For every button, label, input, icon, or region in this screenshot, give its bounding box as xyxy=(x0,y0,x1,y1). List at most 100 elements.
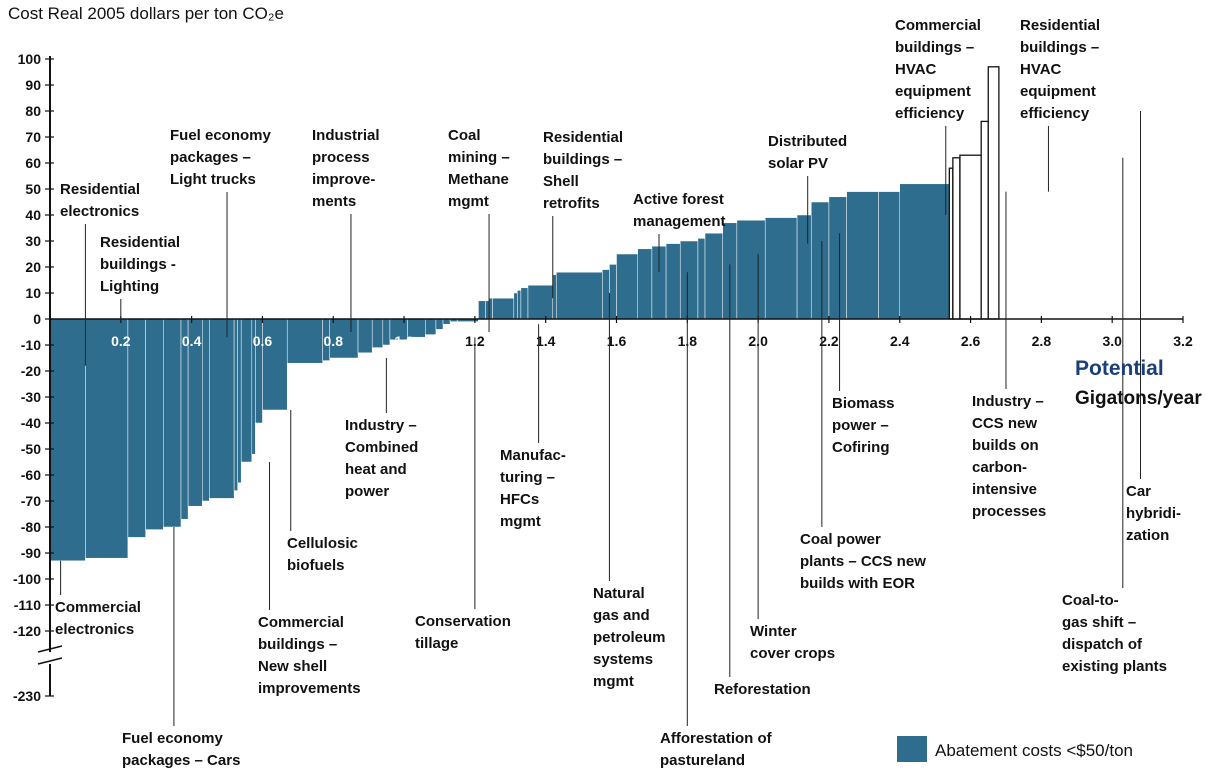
annotation-10: Residential buildings – HVAC equipment effic… xyxy=(1020,17,1100,122)
annotation-7: Active forest management xyxy=(633,191,726,230)
y-tick-label: -230 xyxy=(13,688,41,704)
annotation-14: Commercial buildings – New shell improvemen… xyxy=(258,614,361,697)
bar-4 xyxy=(145,318,164,530)
y-tick-label: 20 xyxy=(25,259,41,275)
annotation-5: Coal mining – Methane mgmt xyxy=(448,127,510,210)
y-tick-label: 80 xyxy=(25,103,41,119)
annotation-18: Natural gas and petroleum systems mgmt xyxy=(593,585,666,690)
annotation-21: Winter cover crops xyxy=(750,623,835,662)
y-tick-label: 90 xyxy=(25,77,41,93)
bar-60 xyxy=(980,120,989,320)
annotation-22: Coal power plants – CCS new builds with EO… xyxy=(800,531,926,592)
bar-46 xyxy=(697,238,706,320)
bar-9 xyxy=(209,318,235,499)
annotation-9: Commercial buildings – HVAC equipment effici… xyxy=(895,17,981,122)
bar-42 xyxy=(637,248,653,320)
y-tick-label: -120 xyxy=(13,623,41,639)
y-tick-label: 0 xyxy=(33,311,41,327)
bar-34 xyxy=(517,290,522,320)
annotation-24: Industry – CCS new builds on carbon-intensi… xyxy=(972,393,1046,520)
y-tick-label: -80 xyxy=(21,519,41,535)
bar-24 xyxy=(425,318,437,335)
bar-3 xyxy=(127,318,146,538)
bar-49 xyxy=(736,219,766,320)
bar-38 xyxy=(556,271,603,320)
annotation-12: Fuel economy packages – Cars xyxy=(122,730,240,769)
annotation-8: Distributed solar PV xyxy=(768,133,847,172)
bar-5 xyxy=(163,318,182,528)
bar-6 xyxy=(180,318,189,520)
x-tick-label: 1.6 xyxy=(607,333,627,349)
x-tick-label: 2.4 xyxy=(890,333,910,349)
bar-12 xyxy=(240,318,253,463)
x-tick-label: 2.2 xyxy=(819,333,839,349)
bar-50 xyxy=(764,217,798,320)
x-tick-label: 1.4 xyxy=(536,333,556,349)
bar-15 xyxy=(262,318,288,411)
y-tick-label: -70 xyxy=(21,493,41,509)
annotation-20: Reforestation xyxy=(714,681,811,698)
bar-31 xyxy=(488,297,493,320)
x-tick-label: 0.4 xyxy=(182,333,202,349)
x-tick-label: 2.8 xyxy=(1032,333,1052,349)
bar-1 xyxy=(49,318,86,562)
y-tick-label: -100 xyxy=(13,571,41,587)
annotation-23: Biomass power – Cofiring xyxy=(832,395,895,456)
y-tick-label: 60 xyxy=(25,155,41,171)
legend-swatch xyxy=(897,736,927,762)
bar-56 xyxy=(899,183,950,320)
annotation-group: Residential electronics Residential buildin… xyxy=(55,17,1181,769)
x-tick-label: 3.0 xyxy=(1102,333,1122,349)
bar-47 xyxy=(704,232,723,320)
annotation-13: Cellulosic biofuels xyxy=(287,535,358,574)
annotation-16: Conservation tillage xyxy=(415,613,511,652)
bar-19 xyxy=(357,318,373,354)
y-tick-label: -90 xyxy=(21,545,41,561)
bar-39 xyxy=(602,269,610,320)
bar-59 xyxy=(959,154,982,320)
axes: 1009080706050403020100-10-20-30-40-50-60… xyxy=(13,51,1193,704)
x-tick-label: 1.0 xyxy=(394,333,414,349)
y-tick-label: 10 xyxy=(25,285,41,301)
bar-16 xyxy=(286,318,323,364)
bar-8 xyxy=(201,318,210,502)
annotation-6: Residential buildings – Shell retrofits xyxy=(543,129,623,212)
bar-45 xyxy=(679,240,699,320)
annotation-25: Car hybridi-zation xyxy=(1126,483,1181,544)
x-tick-label: 2.6 xyxy=(961,333,981,349)
x-axis-label-unit: Gigatons/year xyxy=(1075,388,1202,409)
bar-41 xyxy=(616,253,638,320)
annotation-19: Afforestation of pastureland xyxy=(660,730,773,769)
x-tick-label: 0.2 xyxy=(111,333,131,349)
y-tick-label: -50 xyxy=(21,441,41,457)
y-tick-label: -30 xyxy=(21,389,41,405)
bar-55 xyxy=(878,191,900,320)
bar-30 xyxy=(485,300,490,320)
y-tick-label: 50 xyxy=(25,181,41,197)
bar-35 xyxy=(520,287,529,320)
bar-2 xyxy=(85,318,129,559)
bar-37 xyxy=(552,274,557,320)
bar-21 xyxy=(382,318,391,346)
x-tick-label: 3.2 xyxy=(1173,333,1193,349)
annotation-1: Residential electronics xyxy=(60,181,140,220)
chart-title: Cost Real 2005 dollars per ton CO₂e xyxy=(8,4,284,23)
y-tick-label: -60 xyxy=(21,467,41,483)
annotation-3: Fuel economy packages – Light trucks xyxy=(170,127,272,188)
bar-36 xyxy=(527,284,554,320)
bar-58 xyxy=(952,157,961,320)
y-tick-label: -40 xyxy=(21,415,41,431)
legend-label: Abatement costs <$50/ton xyxy=(935,741,1133,760)
y-tick-label: -10 xyxy=(21,337,41,353)
bar-32 xyxy=(492,297,515,320)
y-tick-label: 70 xyxy=(25,129,41,145)
y-tick-label: -20 xyxy=(21,363,41,379)
bar-25 xyxy=(435,318,444,330)
bar-group xyxy=(49,66,1000,562)
bar-18 xyxy=(329,318,359,359)
annotation-11: Commercial electronics xyxy=(55,599,141,638)
bar-44 xyxy=(665,243,681,320)
bar-52 xyxy=(810,201,830,320)
y-tick-label: 30 xyxy=(25,233,41,249)
